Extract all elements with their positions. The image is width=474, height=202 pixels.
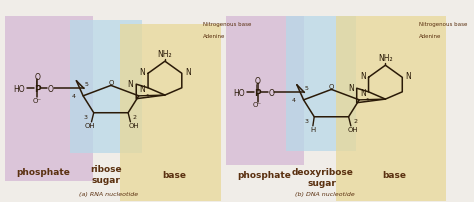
- Text: 4: 4: [292, 98, 296, 102]
- Text: Nitrogenous base: Nitrogenous base: [419, 22, 467, 27]
- Text: ribose
sugar: ribose sugar: [91, 165, 122, 184]
- Text: N: N: [139, 67, 145, 76]
- Bar: [226, 17, 304, 165]
- Bar: [286, 17, 356, 151]
- Text: deoxyribose
sugar: deoxyribose sugar: [292, 168, 353, 187]
- Text: (a) RNA nucleotide: (a) RNA nucleotide: [79, 191, 138, 196]
- Text: O: O: [34, 73, 40, 82]
- Text: Adenine: Adenine: [203, 34, 226, 39]
- Text: O: O: [268, 88, 274, 97]
- Text: base: base: [383, 170, 406, 179]
- Bar: [336, 17, 446, 201]
- Text: P: P: [34, 84, 40, 94]
- Text: 1: 1: [145, 94, 149, 98]
- Text: 3: 3: [83, 114, 88, 119]
- Text: 2: 2: [353, 118, 357, 123]
- Bar: [5, 17, 93, 181]
- Text: N: N: [405, 72, 411, 80]
- Text: O: O: [48, 84, 54, 94]
- Text: P: P: [255, 88, 261, 97]
- Text: HO: HO: [13, 84, 25, 94]
- Text: O⁻: O⁻: [33, 98, 42, 104]
- Text: 2: 2: [133, 114, 137, 119]
- Text: N: N: [139, 85, 145, 94]
- Text: 4: 4: [71, 94, 75, 98]
- Text: NH₂: NH₂: [378, 54, 393, 63]
- Text: HO: HO: [233, 88, 245, 97]
- Text: N: N: [360, 72, 365, 80]
- Text: O⁻: O⁻: [253, 102, 262, 108]
- Text: O: O: [329, 84, 334, 90]
- Bar: [120, 25, 221, 201]
- Text: 5: 5: [84, 81, 88, 86]
- Text: OH: OH: [128, 123, 139, 129]
- Bar: [71, 21, 142, 153]
- Text: O: O: [108, 80, 114, 86]
- Text: 1: 1: [365, 98, 369, 102]
- Text: phosphate: phosphate: [17, 167, 70, 176]
- Text: Nitrogenous base: Nitrogenous base: [203, 22, 252, 27]
- Text: N: N: [128, 79, 133, 88]
- Text: N: N: [348, 83, 354, 92]
- Text: base: base: [162, 170, 186, 179]
- Text: (b) DNA nucleotide: (b) DNA nucleotide: [295, 191, 355, 196]
- Text: phosphate: phosphate: [237, 170, 291, 179]
- Text: NH₂: NH₂: [158, 50, 172, 59]
- Text: OH: OH: [85, 123, 95, 129]
- Text: N: N: [185, 67, 191, 76]
- Text: H: H: [310, 127, 316, 133]
- Text: 3: 3: [304, 118, 308, 123]
- Text: 5: 5: [305, 85, 309, 90]
- Text: OH: OH: [348, 127, 358, 133]
- Text: N: N: [360, 89, 365, 98]
- Text: Adenine: Adenine: [419, 34, 441, 39]
- Text: O: O: [255, 77, 261, 86]
